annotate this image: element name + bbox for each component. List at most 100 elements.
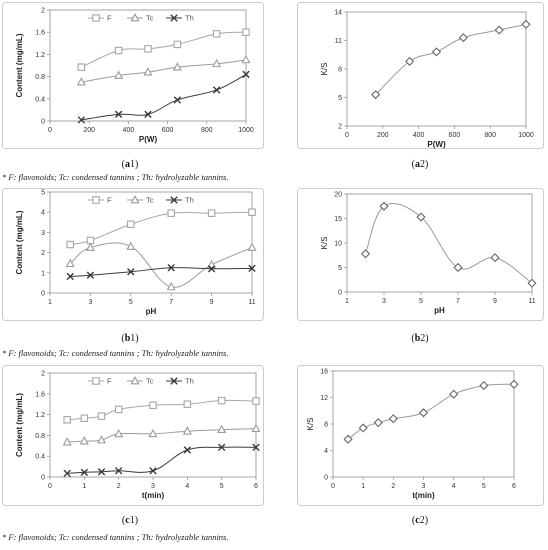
y-tick-label: 0 — [324, 475, 328, 482]
y-tick-label: 2 — [41, 250, 45, 257]
data-point-ks — [371, 90, 381, 100]
y-tick-label: 0.4 — [35, 96, 45, 103]
data-point-Tc — [65, 258, 75, 268]
legend-label-Tc: Tc — [146, 14, 154, 23]
y-axis-label: Content (mg/mL) — [15, 33, 24, 97]
y-tick-label: 1 — [41, 270, 45, 277]
footnote-row1: * F: flavonoids; Tc: condensed tannins ;… — [2, 172, 229, 182]
x-tick-label: 1 — [361, 483, 365, 490]
x-tick-label: 600 — [449, 132, 461, 139]
data-point-ks — [453, 262, 463, 273]
legend-marker-Th — [170, 196, 178, 204]
data-point-Tc — [207, 259, 217, 269]
data-point-Tc — [241, 55, 251, 64]
data-point-ks — [490, 253, 500, 263]
data-point-Th — [63, 469, 71, 478]
data-point-Tc — [85, 242, 95, 251]
data-point-Th — [252, 443, 260, 452]
legend-label-Th: Th — [185, 196, 194, 205]
y-tick-label: 2 — [41, 371, 45, 378]
data-point-F — [144, 45, 152, 53]
x-tick-label: 7 — [456, 298, 460, 305]
chart-caption: (a2) — [412, 159, 429, 170]
data-point-ks — [521, 19, 531, 29]
data-point-F — [217, 396, 226, 405]
y-tick-label: 10 — [334, 241, 342, 248]
x-tick-label: 2 — [117, 483, 121, 490]
data-point-F — [242, 28, 250, 36]
data-point-ks — [527, 278, 537, 288]
y-axis-label: K/S — [320, 237, 329, 250]
plot-area — [49, 191, 253, 294]
chart-frame — [2, 188, 264, 321]
chart-b2: 0 5 10 15 20 1 3 5 7 9 11 pH K/S (b2) — [297, 188, 544, 344]
y-axis-label: K/S — [306, 418, 315, 431]
x-tick-label: 5 — [129, 299, 133, 306]
series-line-Th — [67, 446, 257, 474]
x-tick-label: 4 — [452, 483, 456, 490]
x-tick-label: 11 — [248, 299, 255, 306]
x-tick-label: 5 — [419, 298, 423, 305]
x-tick-label: 1000 — [518, 132, 534, 139]
x-tick-label: 400 — [413, 132, 425, 139]
y-tick-label: 0 — [41, 475, 45, 482]
data-point-Tc — [114, 428, 124, 438]
x-tick-label: 9 — [210, 299, 214, 306]
data-point-F — [183, 400, 192, 408]
data-point-Th — [242, 70, 250, 79]
legend-marker-Tc — [130, 195, 140, 204]
legend-marker-F — [92, 14, 100, 22]
legend-marker-Th — [170, 14, 178, 22]
y-tick-label: 0 — [41, 119, 45, 126]
data-point-F — [127, 220, 135, 229]
chart-caption: (b2) — [411, 333, 428, 344]
x-tick-label: 7 — [169, 299, 173, 306]
data-point-ks — [405, 56, 415, 66]
data-point-F — [173, 40, 182, 49]
x-tick-label: 200 — [83, 127, 95, 134]
plot-area — [49, 9, 247, 122]
footnote-row3: * F: flavonoids; Tc: condensed tannins ;… — [2, 532, 229, 542]
data-point-Tc — [217, 424, 227, 434]
data-point-Tc — [247, 242, 257, 251]
data-point-F — [114, 46, 123, 55]
data-point-ks — [373, 418, 383, 428]
x-axis-label: pH — [146, 307, 157, 316]
y-tick-label: 1.6 — [35, 391, 45, 398]
legend-label-Th: Th — [185, 14, 194, 23]
y-tick-label: 4 — [41, 210, 45, 217]
x-tick-label: 3 — [88, 299, 92, 306]
legend-marker-Tc — [130, 376, 140, 385]
data-point-F — [80, 414, 89, 422]
y-tick-label: 14 — [334, 10, 342, 17]
data-point-ks — [416, 212, 426, 222]
y-tick-label: 5 — [338, 95, 342, 102]
x-tick-label: 800 — [484, 132, 496, 139]
data-point-Tc — [76, 77, 86, 86]
data-point-Tc — [166, 281, 176, 291]
y-tick-label: 1.6 — [35, 30, 45, 37]
legend-label-Tc: Tc — [146, 196, 154, 205]
data-point-Th — [77, 116, 86, 124]
data-point-F — [212, 30, 221, 38]
data-point-Th — [66, 272, 74, 281]
data-point-F — [114, 405, 123, 414]
x-tick-label: 3 — [422, 483, 426, 490]
y-tick-label: 12 — [320, 395, 328, 402]
x-tick-label: 1000 — [238, 127, 254, 134]
data-point-Th — [114, 467, 123, 475]
x-tick-label: 6 — [254, 483, 258, 490]
x-tick-label: 1 — [82, 483, 86, 490]
data-point-ks — [479, 380, 489, 391]
data-point-F — [149, 401, 157, 409]
chart-frame — [2, 365, 264, 506]
data-point-F — [207, 209, 216, 217]
series-line-Th — [70, 267, 253, 277]
data-point-Tc — [143, 67, 153, 76]
data-point-ks — [343, 434, 353, 444]
x-tick-label: 3 — [382, 298, 386, 305]
y-tick-label: 0.8 — [35, 433, 45, 440]
series-line-Tc — [81, 59, 247, 83]
